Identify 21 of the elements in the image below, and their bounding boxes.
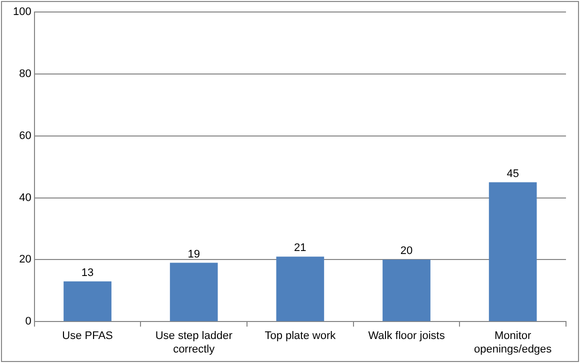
y-tick-label: 20 [19,254,32,266]
y-tick-label: 0 [25,316,32,328]
data-label: 21 [294,242,306,254]
y-tick-label: 60 [19,130,32,142]
data-label: 45 [506,168,519,180]
x-tick-label: Walk floor joists [368,330,446,342]
bar [488,182,537,322]
y-tick-label: 80 [19,68,32,80]
x-tick-label: Top plate work [264,330,336,342]
bar [170,262,218,322]
data-label: 20 [400,245,413,258]
y-tick-label: 100 [12,6,32,18]
x-tick-label: Use PFAS [62,330,113,342]
data-label: 13 [81,266,94,279]
bar [382,260,430,322]
bar [276,256,324,322]
y-tick-label: 40 [19,192,32,204]
x-tick-label: Monitor openings/edges [474,330,552,356]
data-label: 19 [188,248,200,260]
x-tick-label: Use step ladder correctly [155,330,233,356]
bar [64,281,112,322]
